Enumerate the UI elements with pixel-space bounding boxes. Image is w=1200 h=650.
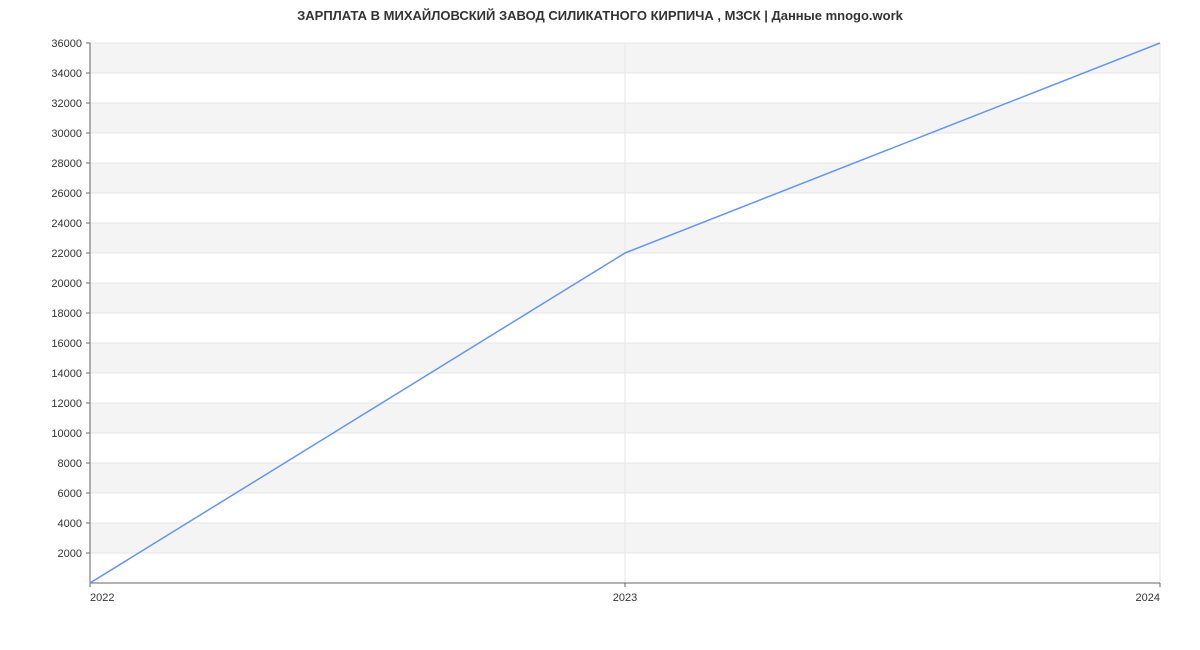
y-tick-label: 22000 <box>51 248 82 260</box>
y-tick-label: 10000 <box>51 428 82 440</box>
y-tick-label: 14000 <box>51 368 82 380</box>
y-tick-label: 8000 <box>58 458 82 470</box>
y-tick-label: 2000 <box>58 548 82 560</box>
y-tick-label: 20000 <box>51 278 82 290</box>
y-tick-label: 32000 <box>51 98 82 110</box>
y-tick-label: 12000 <box>51 398 82 410</box>
y-tick-label: 24000 <box>51 218 82 230</box>
y-tick-label: 16000 <box>51 338 82 350</box>
chart-container: 2000 4000 6000 8000 10000 12000 14000 16000 1800… <box>0 23 1200 648</box>
y-tick-label: 36000 <box>51 38 82 50</box>
y-tick-label: 28000 <box>51 158 82 170</box>
y-tick-label: 26000 <box>51 188 82 200</box>
y-tick-label: 6000 <box>58 488 82 500</box>
x-tick-label: 2024 <box>1136 592 1160 604</box>
y-tick-label: 34000 <box>51 68 82 80</box>
x-tick-label: 2022 <box>90 592 114 604</box>
chart-title: ЗАРПЛАТА В МИХАЙЛОВСКИЙ ЗАВОД СИЛИКАТНОГ… <box>0 0 1200 23</box>
y-tick-label: 18000 <box>51 308 82 320</box>
line-chart: 2000 4000 6000 8000 10000 12000 14000 16000 1800… <box>0 23 1200 643</box>
x-tick-label: 2023 <box>613 592 637 604</box>
y-tick-label: 30000 <box>51 128 82 140</box>
y-tick-label: 4000 <box>58 518 82 530</box>
